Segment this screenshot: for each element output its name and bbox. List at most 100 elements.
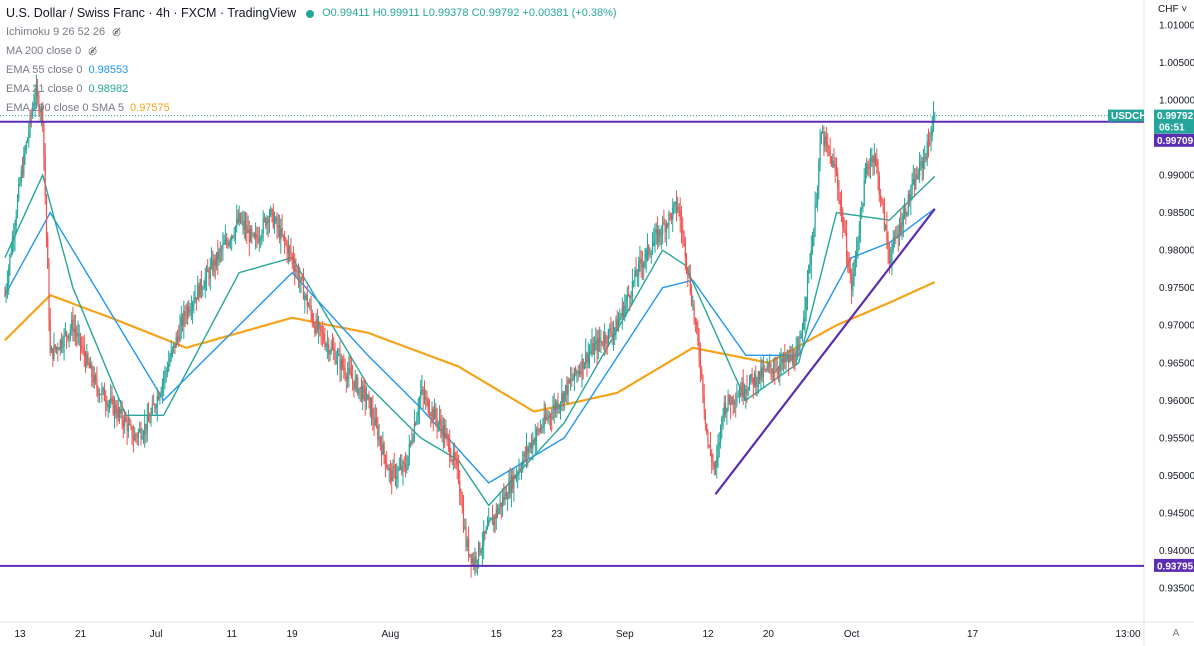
candle-down <box>680 220 683 231</box>
candle-down <box>401 465 403 472</box>
candle-up <box>336 355 339 362</box>
candle-up <box>416 416 418 425</box>
candle-up <box>367 394 369 400</box>
candle-down <box>877 167 879 177</box>
ohlc-high: H0.99911 <box>372 7 420 19</box>
candle-up <box>110 397 112 403</box>
candle-up <box>151 404 153 414</box>
candle-up <box>668 213 670 226</box>
candle-up <box>692 304 694 306</box>
candle-up <box>903 208 906 216</box>
candle-up <box>811 245 814 250</box>
candle-down <box>122 420 124 426</box>
candle-down <box>669 213 671 215</box>
ascending-trendline[interactable] <box>714 208 936 495</box>
candle-down <box>427 398 429 413</box>
candle-down <box>324 340 326 347</box>
legend-symbol-row[interactable]: U.S. Dollar / Swiss Franc · 4h · FXCM · … <box>6 4 617 23</box>
hidden-eye-icon[interactable]: ◎̸ <box>112 27 121 38</box>
candle-up <box>510 475 512 494</box>
candle-down <box>4 295 6 297</box>
candle-up <box>378 437 380 440</box>
candle-down <box>82 347 84 349</box>
legend-ema200[interactable]: EMA 200 close 0 SMA 5 0.97575 <box>6 99 617 118</box>
currency-dropdown[interactable]: CHF ˅ <box>1158 4 1188 15</box>
candle-up <box>142 434 145 438</box>
candle-down <box>551 417 553 418</box>
candle-up <box>645 250 647 259</box>
price-tick-label: 0.99000 <box>1159 171 1194 182</box>
auto-scale-button[interactable]: A <box>1172 628 1180 639</box>
candle-down <box>376 418 378 426</box>
candle-down <box>851 273 853 291</box>
candle-down <box>828 146 830 153</box>
candle-down <box>659 229 661 235</box>
candle-up <box>55 347 58 349</box>
drawing-levels[interactable] <box>0 115 1144 567</box>
legend-ma200[interactable]: MA 200 close 0 ◎̸ <box>6 42 617 61</box>
candle-up <box>202 289 204 291</box>
candle-up <box>529 443 531 448</box>
candle-up <box>408 443 410 456</box>
candle-down <box>91 364 93 378</box>
candle-up <box>646 245 649 251</box>
candle-up <box>591 343 593 352</box>
candle-down <box>709 446 712 455</box>
legend-ichimoku[interactable]: Ichimoku 9 26 52 26 ◎̸ <box>6 23 617 42</box>
candle-up <box>134 434 136 441</box>
candle-up <box>73 328 75 332</box>
candle-down <box>844 231 846 233</box>
candle-down <box>221 249 223 251</box>
candle-up <box>445 433 447 439</box>
candle-up <box>756 382 758 387</box>
candle-down <box>333 349 335 352</box>
candle-down <box>39 111 41 113</box>
candle-down <box>460 493 462 505</box>
candle-down <box>927 141 930 144</box>
candle-down <box>368 394 370 398</box>
candle-up <box>5 290 7 296</box>
candle-up <box>425 397 427 400</box>
candle-down <box>181 317 184 326</box>
candle-up <box>779 363 781 372</box>
legend-ema21[interactable]: EMA 21 close 0 0.98982 <box>6 80 617 99</box>
candle-up <box>159 394 161 400</box>
candle-up <box>893 236 895 239</box>
candle-up <box>539 428 541 432</box>
price-axis[interactable]: 1.010001.005001.000000.995000.990000.985… <box>1159 20 1194 594</box>
candle-up <box>817 187 819 205</box>
candle-down <box>635 270 637 277</box>
candle-down <box>49 320 51 353</box>
ema21-line <box>4 173 936 507</box>
candle-up <box>498 508 500 514</box>
candle-up <box>273 221 276 228</box>
candle-up <box>439 419 441 423</box>
candle-down <box>118 408 121 414</box>
candle-down <box>547 417 549 419</box>
candle-up <box>722 415 724 418</box>
candle-down <box>500 502 502 507</box>
ema200-line <box>4 281 936 413</box>
time-axis[interactable]: 13 21 Jul 11 19 Aug 15 23 Sep 12 20 Oct 17 13:00 <box>14 629 1141 640</box>
candle-up <box>309 305 311 307</box>
candle-down <box>465 527 467 547</box>
candle-up <box>481 545 483 551</box>
candle-down <box>444 425 446 439</box>
candle-up <box>614 328 616 332</box>
candle-up <box>124 417 126 426</box>
candle-up <box>619 318 621 322</box>
legend-ema55[interactable]: EMA 55 close 0 0.98553 <box>6 61 617 80</box>
candle-up <box>233 235 235 237</box>
candle-up <box>168 363 170 371</box>
candle-down <box>693 304 695 319</box>
candle-down <box>100 394 102 396</box>
candle-down <box>373 419 375 426</box>
candle-up <box>261 233 263 239</box>
candle-up <box>772 371 775 374</box>
candle-up <box>205 269 208 278</box>
candle-down <box>456 460 458 465</box>
hidden-eye-icon[interactable]: ◎̸ <box>88 46 97 57</box>
candle-up <box>866 164 868 175</box>
symbol-title[interactable]: U.S. Dollar / Swiss Franc · 4h · FXCM · … <box>6 6 297 20</box>
